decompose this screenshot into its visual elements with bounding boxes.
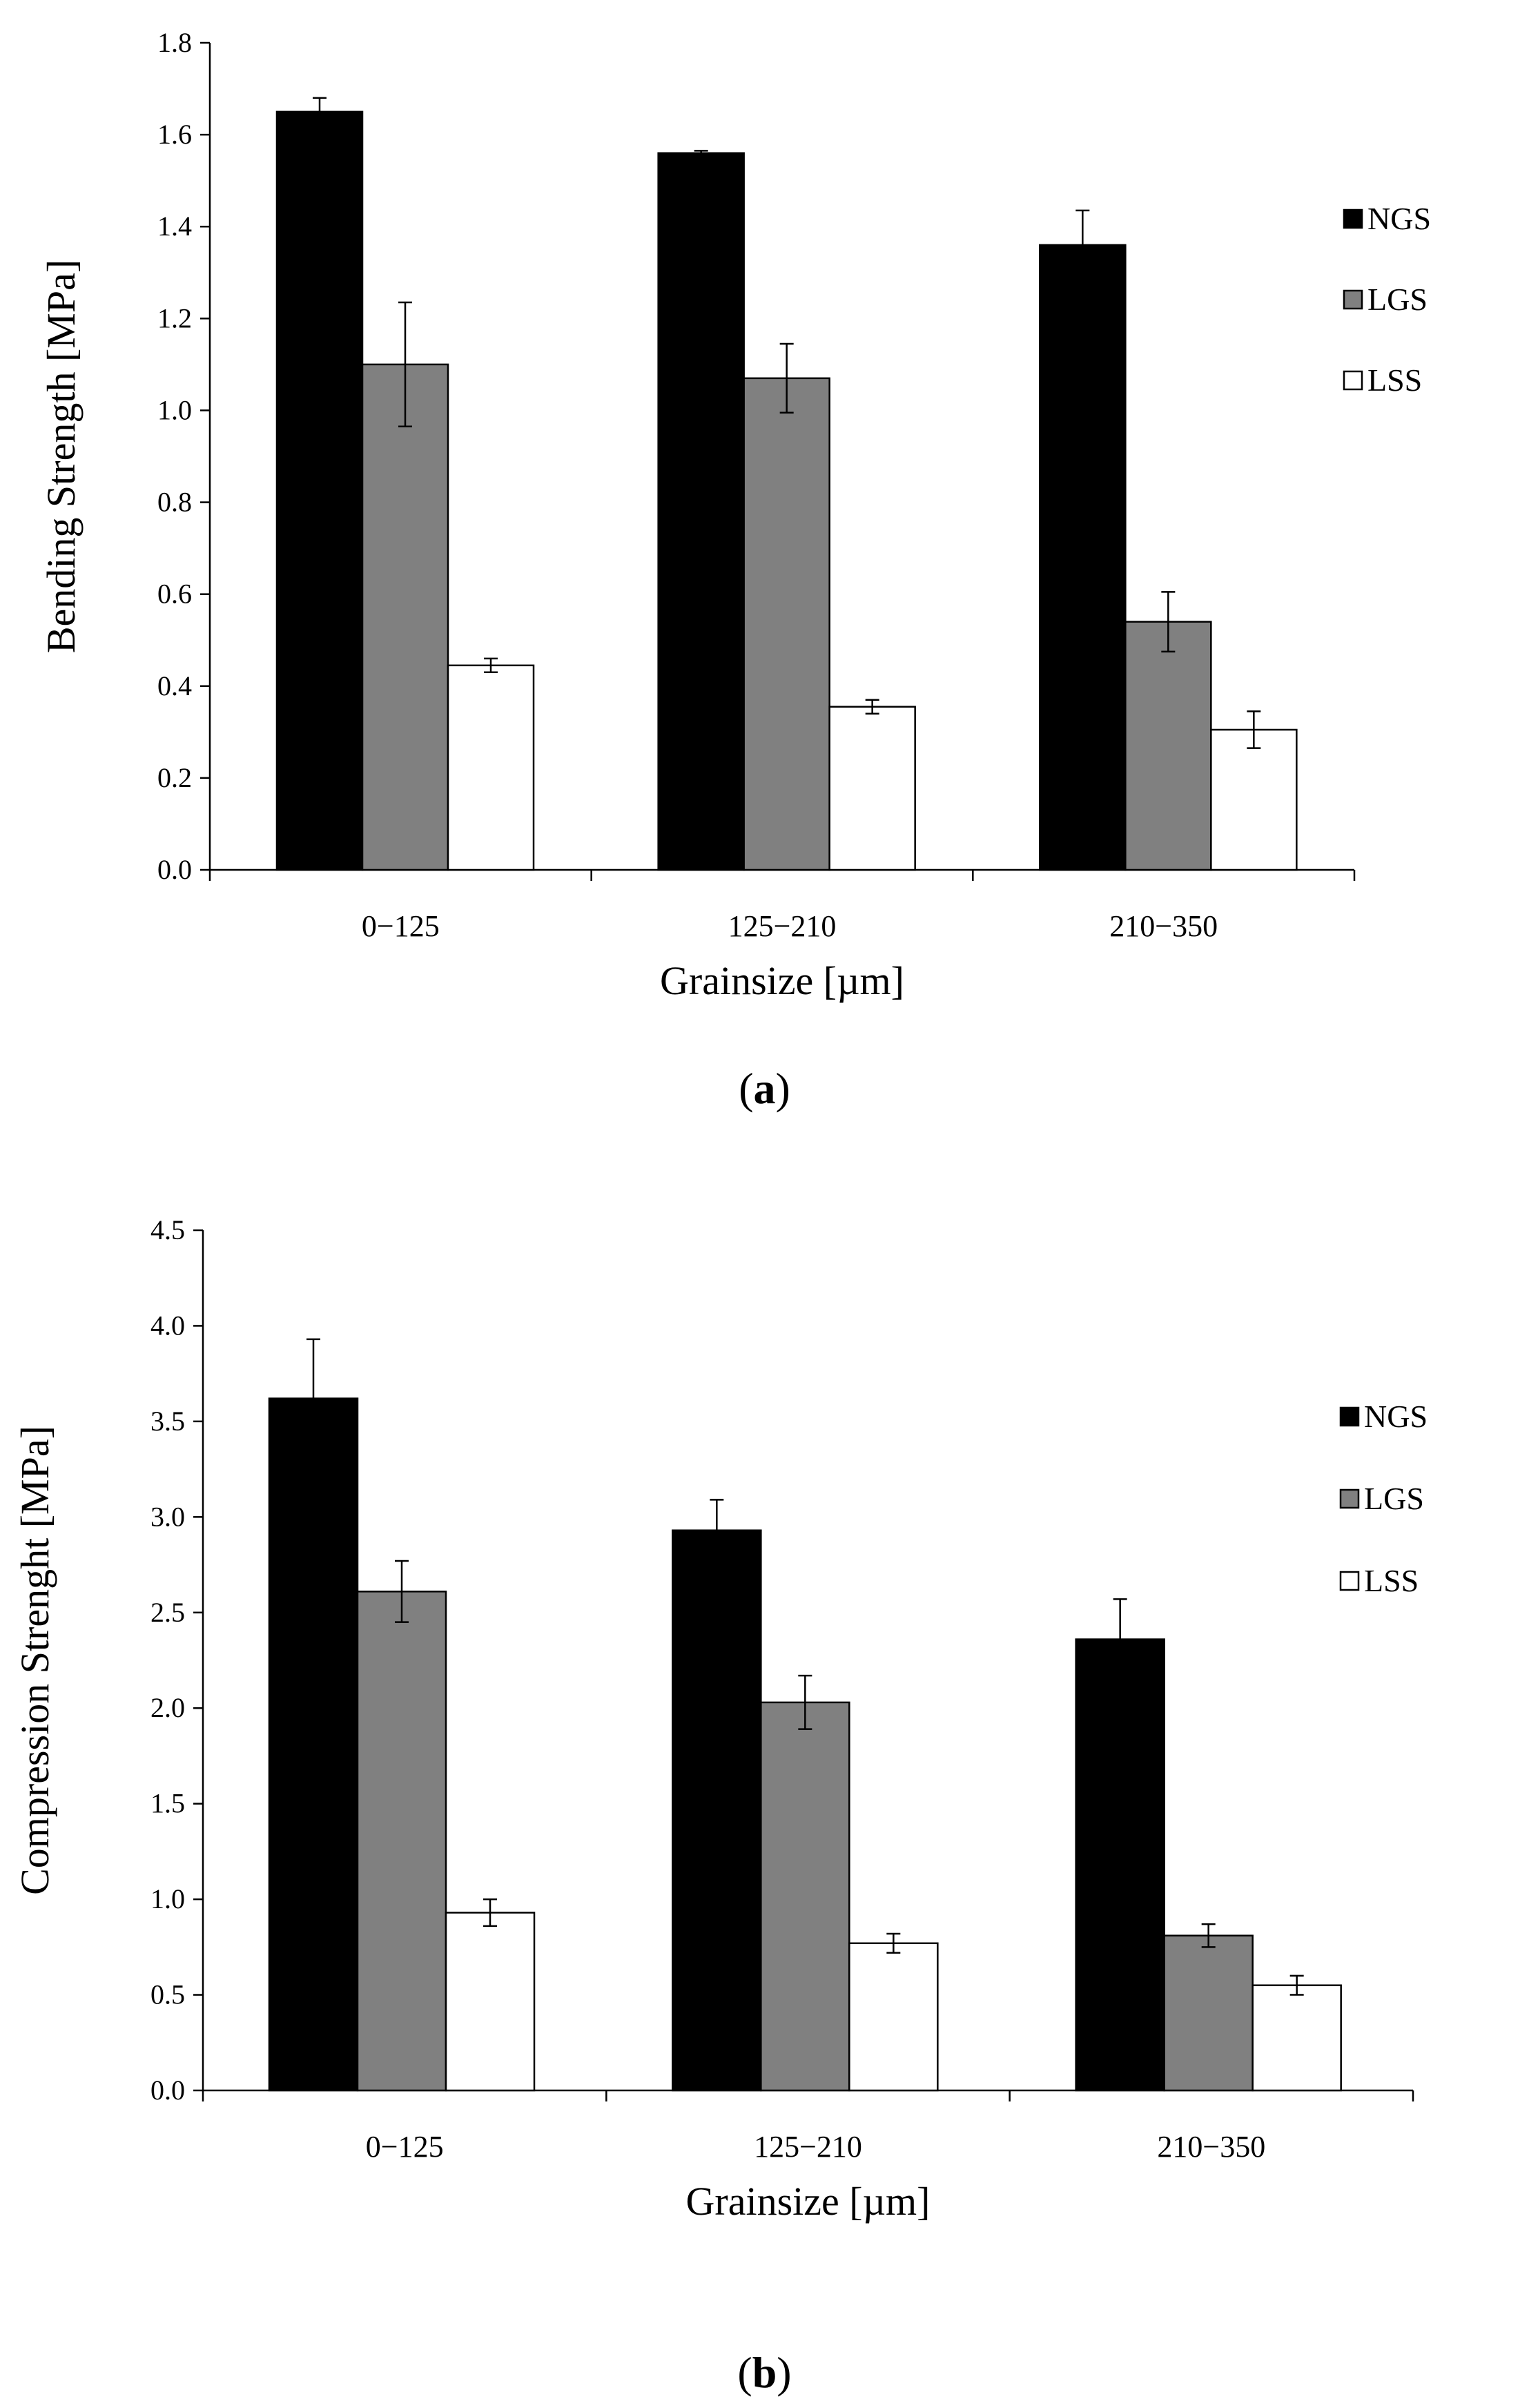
x-tick-label: 210−350 bbox=[1157, 2130, 1265, 2164]
bar-ngs-0-125 bbox=[275, 110, 364, 871]
legend-swatch-lgs bbox=[1339, 1488, 1360, 1509]
y-tick-label: 0.4 bbox=[157, 670, 192, 701]
legend-swatch-ngs bbox=[1339, 1406, 1360, 1427]
y-tick-label: 0.0 bbox=[157, 854, 192, 885]
panel-caption-a: (a) bbox=[739, 1064, 790, 1113]
bar-lgs-125-210 bbox=[743, 377, 830, 871]
y-tick-label: 1.4 bbox=[157, 211, 192, 242]
bar-lgs-210-350 bbox=[1163, 1934, 1254, 2092]
y-tick-label: 1.6 bbox=[157, 119, 192, 150]
y-tick-label: 3.5 bbox=[150, 1406, 185, 1437]
y-axis-title: Compression Strenght [MPa] bbox=[12, 1426, 57, 1895]
bar-ngs-210-350 bbox=[1075, 1638, 1165, 2092]
legend-swatch-ngs bbox=[1343, 208, 1363, 229]
bar-lss-210-350 bbox=[1252, 1984, 1342, 2092]
y-tick-label: 2.0 bbox=[150, 1692, 185, 1723]
y-tick-label: 0.5 bbox=[150, 1979, 185, 2010]
y-tick-label: 0.0 bbox=[150, 2075, 185, 2106]
y-tick-label: 4.0 bbox=[150, 1310, 185, 1341]
bar-lgs-210-350 bbox=[1124, 621, 1212, 871]
y-tick-label: 0.2 bbox=[157, 762, 192, 793]
bar-lgs-125-210 bbox=[760, 1701, 850, 2092]
bar-ngs-210-350 bbox=[1039, 244, 1127, 871]
y-tick-label: 4.5 bbox=[150, 1214, 185, 1245]
bar-ngs-125-210 bbox=[672, 1529, 762, 2092]
y-tick-label: 1.5 bbox=[150, 1788, 185, 1819]
bar-lss-0-125 bbox=[447, 664, 535, 871]
panel-label-a: a bbox=[753, 1064, 776, 1113]
bar-ngs-0-125 bbox=[268, 1397, 359, 2092]
legend-label-lss: LSS bbox=[1364, 1563, 1419, 1598]
bending-strength-chart: 0.0 0.2 0.4 0.6 0.8 1.0 1.2 1.4 1.6 1.8 0−125 125−2… bbox=[39, 27, 1431, 1003]
legend-label-lgs: LGS bbox=[1364, 1481, 1424, 1516]
y-tick-label: 1.8 bbox=[157, 27, 192, 58]
y-tick-label: 3.0 bbox=[150, 1501, 185, 1532]
legend-swatch-lgs bbox=[1343, 289, 1363, 310]
legend-swatch-lss bbox=[1339, 1571, 1360, 1591]
y-tick-label: 0.6 bbox=[157, 579, 192, 610]
bar-lgs-0-125 bbox=[361, 363, 449, 871]
x-tick-label: 125−210 bbox=[754, 2130, 862, 2164]
y-tick-label: 1.0 bbox=[157, 394, 192, 425]
x-tick-label: 0−125 bbox=[366, 2130, 444, 2164]
x-tick-label: 125−210 bbox=[728, 909, 837, 943]
y-tick-label: 0.8 bbox=[157, 487, 192, 518]
legend-label-ngs: NGS bbox=[1364, 1399, 1428, 1434]
panel-label-b: b bbox=[752, 2348, 777, 2397]
legend-label-lgs: LGS bbox=[1367, 282, 1428, 317]
bar-ngs-125-210 bbox=[657, 152, 745, 871]
y-tick-label: 2.5 bbox=[150, 1597, 185, 1628]
y-tick-label: 1.2 bbox=[157, 302, 192, 333]
x-tick-label: 0−125 bbox=[362, 909, 440, 943]
x-tick-label: 210−350 bbox=[1109, 909, 1218, 943]
x-axis-title: Grainsize [µm] bbox=[686, 2179, 931, 2224]
y-axis-title: Bending Strength [MPa] bbox=[39, 260, 84, 653]
bar-lss-0-125 bbox=[445, 1912, 536, 2092]
compression-strength-chart: 0.0 0.5 1.0 1.5 2.0 2.5 3.0 3.5 4.0 4.5 0−125 125−2… bbox=[12, 1214, 1428, 2224]
x-axis-title: Grainsize [µm] bbox=[660, 958, 904, 1003]
bar-lss-125-210 bbox=[828, 706, 916, 871]
legend-label-ngs: NGS bbox=[1367, 201, 1431, 236]
bar-lss-210-350 bbox=[1210, 728, 1298, 871]
legend-swatch-lss bbox=[1343, 370, 1363, 391]
bar-lgs-0-125 bbox=[356, 1591, 447, 2092]
panel-caption-b: (b) bbox=[737, 2348, 792, 2397]
legend-label-lss: LSS bbox=[1367, 362, 1422, 398]
y-tick-label: 1.0 bbox=[150, 1883, 185, 1914]
bar-lss-125-210 bbox=[848, 1942, 939, 2092]
